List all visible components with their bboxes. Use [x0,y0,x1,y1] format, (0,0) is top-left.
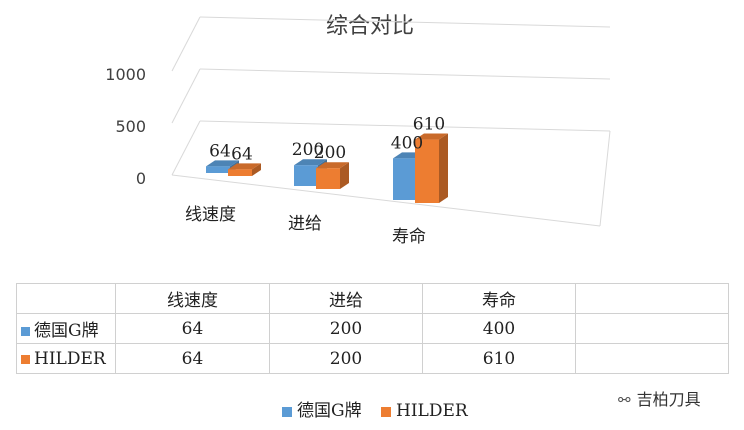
category-label: 线速度 [185,205,236,225]
data-label: 64 [209,141,231,161]
series-name: HILDER [34,348,106,369]
gridline [199,120,611,132]
gridline-side [171,68,201,124]
y-axis-ticks: 1000 500 0 [105,65,146,188]
chart-title: 综合对比 [326,14,414,39]
bar-top [228,163,261,170]
bar [228,169,252,176]
legend: 德国G牌 HILDER [282,396,482,421]
bar-side [439,133,448,203]
bar [294,165,318,186]
table-header-cell: 进给 [269,283,423,314]
bar [206,166,230,173]
table-header-row: 线速度 进给 寿命 [16,283,729,314]
bar [415,139,439,203]
bar-top [316,162,349,169]
legend-label: HILDER [396,401,468,421]
table-cell: 64 [115,343,270,374]
legend-swatch [282,406,292,417]
data-label: 200 [314,143,346,163]
bar-side [340,162,349,189]
series-swatch [21,354,30,364]
series-name: 德国G牌 [34,321,99,341]
table-corner-cell [16,283,116,314]
data-label: 610 [413,115,445,135]
table-row-header: 德国G牌 [16,313,116,344]
watermark-text: 吉柏刀具 [636,390,701,409]
y-tick-label: 500 [115,117,146,136]
legend-label: 德国G牌 [297,401,362,421]
table-empty-cell [575,313,729,344]
legend-item: HILDER [381,401,468,421]
table-cell: 64 [115,313,270,344]
bar-top [415,133,448,140]
table-empty-cell [575,283,729,314]
watermark: ⚯ 吉柏刀具 [618,386,701,410]
table-empty-cell [575,343,729,374]
table-cell: 200 [269,343,423,374]
bar [316,168,340,189]
bar-top [294,159,327,166]
bar-top [206,160,239,167]
y-tick-label: 1000 [105,65,146,84]
floor-edge [171,174,601,227]
bar-side [252,163,261,176]
data-label: 64 [231,144,253,164]
legend-swatch [381,406,391,417]
data-table: 线速度 进给 寿命 德国G牌 64 200 400 HILDER 64 200 … [16,283,729,374]
gridline [199,68,611,80]
legend-item: 德国G牌 [282,396,362,421]
y-tick-label: 0 [136,169,146,188]
table-cell: 400 [422,313,576,344]
wechat-icon: ⚯ [618,391,631,409]
table-row: HILDER 64 200 610 [16,343,729,374]
table-row-header: HILDER [16,343,116,374]
bar [393,158,417,200]
table-header-cell: 线速度 [115,283,270,314]
category-label: 寿命 [392,227,426,247]
category-label: 进给 [288,214,322,234]
gridline [199,16,611,28]
data-label: 200 [292,140,324,160]
table-header-cell: 寿命 [422,283,576,314]
gridline-side [171,120,201,176]
series-swatch [21,327,30,336]
data-label: 400 [391,133,423,153]
floor-edge [599,130,611,227]
bars [206,133,448,203]
table-cell: 610 [422,343,576,374]
table-row: 德国G牌 64 200 400 [16,313,729,344]
gridlines [171,16,611,227]
gridline-side [171,16,201,72]
table-cell: 200 [269,313,423,344]
